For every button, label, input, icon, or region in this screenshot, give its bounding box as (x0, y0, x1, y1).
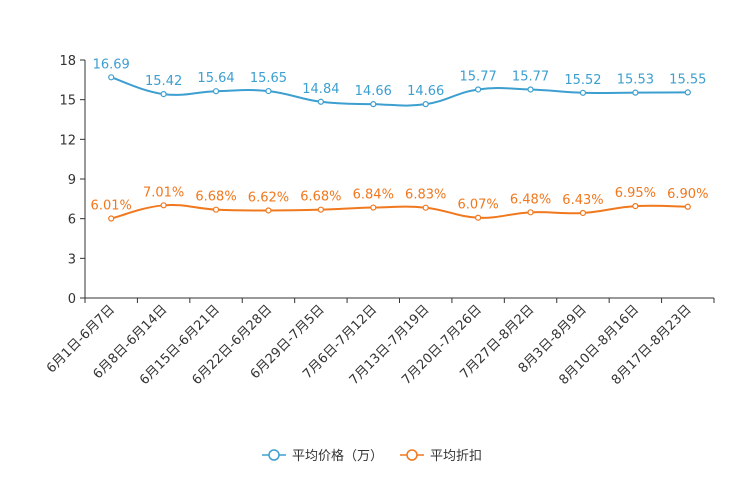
data-point (579, 209, 587, 217)
data-label: 6.68% (195, 190, 236, 205)
y-tick-label: 6 (68, 213, 76, 228)
data-point (265, 207, 272, 214)
data-label: 6.90% (667, 187, 708, 202)
data-point (632, 203, 639, 210)
data-label: 15.65 (250, 71, 287, 86)
legend-marker-icon (268, 449, 280, 461)
data-point (317, 206, 324, 213)
data-point (422, 101, 429, 108)
legend-label: 平均价格（万） (292, 448, 383, 464)
data-label: 6.43% (562, 193, 603, 208)
data-label: 6.95% (615, 186, 656, 201)
data-label: 15.55 (669, 72, 706, 87)
data-label: 15.53 (617, 73, 654, 88)
series-line (110, 76, 688, 107)
data-label: 14.84 (302, 82, 339, 97)
data-point (527, 86, 534, 93)
data-point (527, 209, 534, 216)
data-point (579, 89, 587, 96)
data-point (370, 101, 377, 108)
data-point (684, 89, 691, 96)
series-layer: 16.69 15.42 15.64 15.65 14.84 14.66 14.66 15.77… (91, 57, 708, 222)
legend: 平均价格（万） 平均折扣 (262, 448, 482, 464)
legend-item-0: 平均价格（万） (262, 448, 383, 464)
data-label: 15.64 (197, 71, 234, 86)
data-label: 6.68% (300, 190, 341, 205)
data-label: 6.48% (510, 192, 551, 207)
data-point (632, 89, 639, 96)
data-label: 15.77 (512, 69, 549, 84)
data-label: 6.84% (353, 188, 394, 203)
data-label: 14.66 (407, 84, 444, 99)
series-line (110, 203, 688, 220)
data-label: 6.62% (248, 190, 289, 205)
series-1: 6.01% 7.01% 6.68% 6.62% 6.68% 6.84% 6.83% 6.07%… (91, 185, 708, 222)
y-tick-label: 18 (59, 54, 76, 69)
y-tick-label: 12 (59, 133, 76, 148)
data-label: 14.66 (355, 84, 392, 99)
legend-marker-icon (406, 449, 418, 461)
data-point (684, 203, 691, 210)
data-label: 6.07% (457, 198, 498, 213)
y-tick-label: 0 (68, 292, 76, 307)
data-point (160, 202, 167, 209)
data-point (212, 88, 220, 95)
data-label: 15.52 (564, 73, 601, 88)
y-tick-label: 15 (59, 94, 76, 109)
y-tick-label: 9 (68, 173, 76, 188)
y-tick-label: 3 (68, 252, 76, 267)
series-0: 16.69 15.42 15.64 15.65 14.84 14.66 14.66 15.77… (93, 57, 706, 108)
data-point (370, 204, 377, 211)
data-point (160, 91, 167, 98)
data-label: 6.01% (91, 199, 132, 214)
data-point (475, 86, 482, 93)
legend-label: 平均折扣 (430, 449, 482, 464)
data-point (422, 204, 429, 211)
data-label: 15.77 (460, 69, 497, 84)
data-point (212, 206, 220, 213)
data-point (265, 87, 272, 95)
data-point (317, 98, 324, 105)
data-point (108, 74, 115, 81)
data-label: 7.01% (143, 185, 184, 200)
data-label: 15.42 (145, 74, 182, 89)
data-point (475, 214, 482, 221)
data-point (108, 215, 115, 222)
data-label: 16.69 (93, 57, 130, 72)
legend-item-1: 平均折扣 (400, 449, 482, 464)
data-label: 6.83% (405, 188, 446, 203)
